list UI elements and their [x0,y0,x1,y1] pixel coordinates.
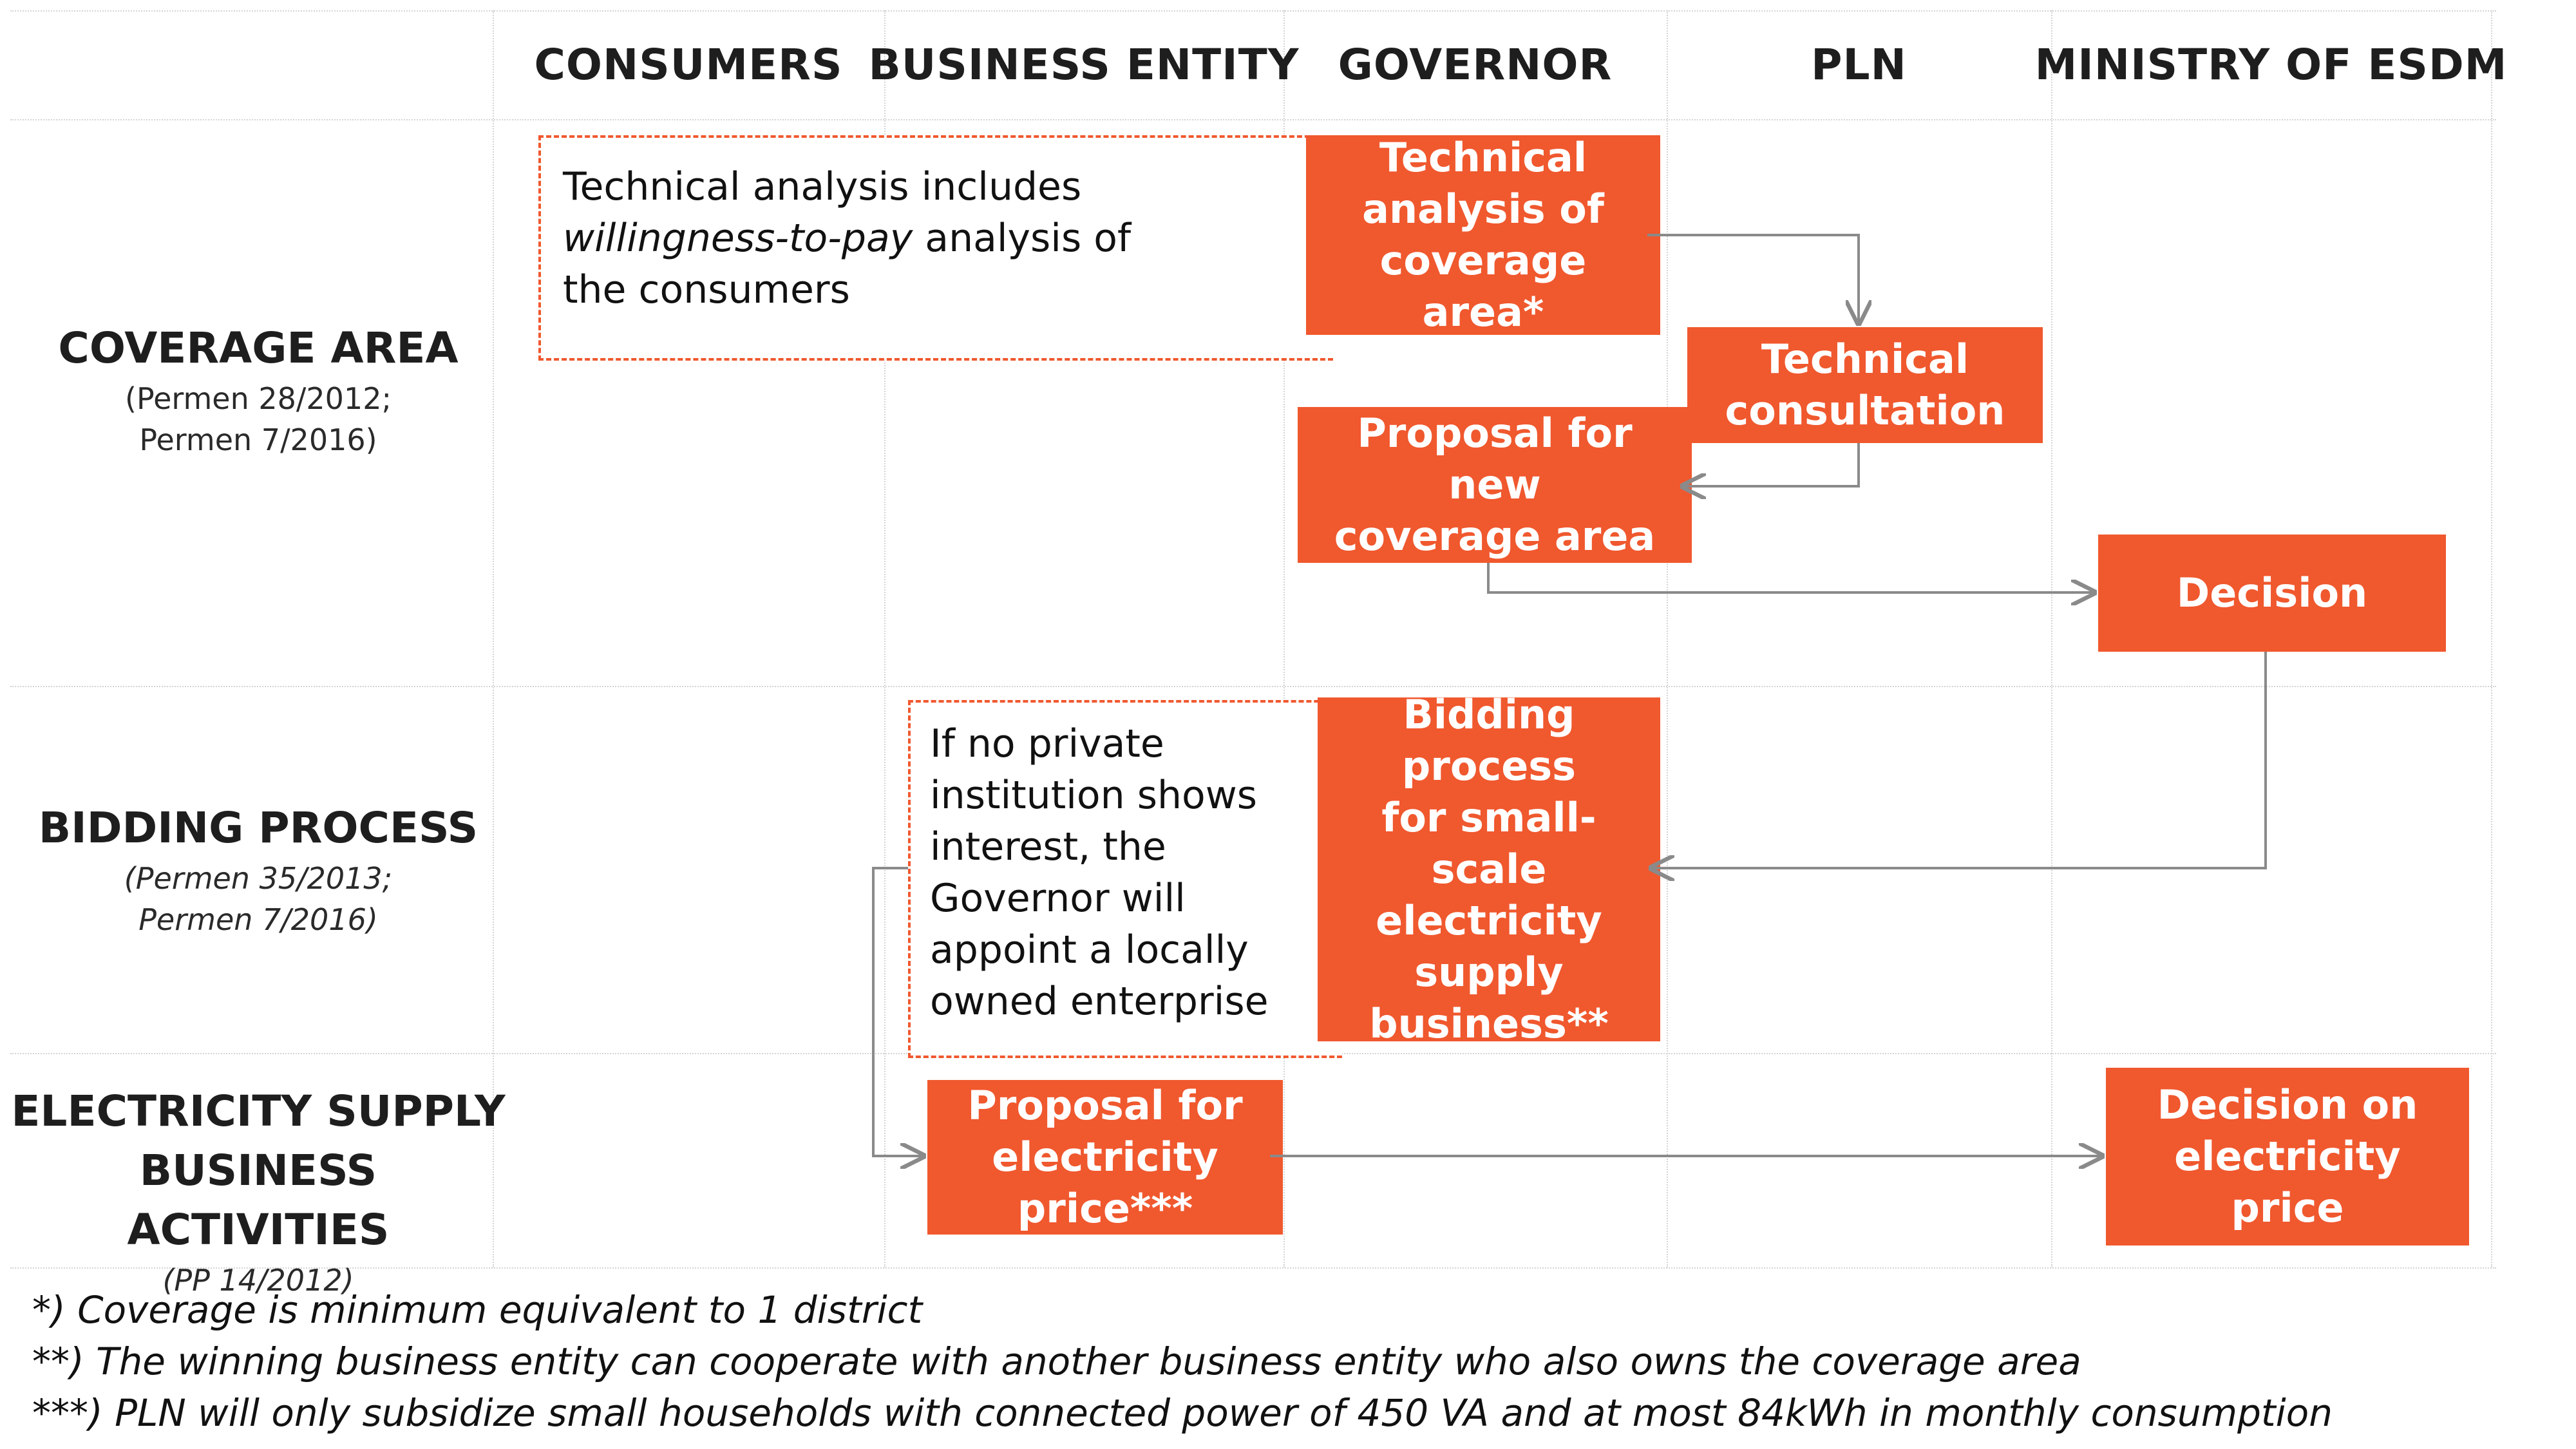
box-technical-consultation: Technical consultation [1687,327,2043,443]
grid-line-top [10,10,2496,12]
footnote-coverage: *) Coverage is minimum equivalent to 1 d… [32,1288,923,1332]
footnote-subsidy: ***) PLN will only subsidize small house… [32,1391,2333,1435]
row-title-text: BUSINESS ACTIVITIES [127,1146,390,1255]
row-title-text: ELECTRICITY SUPPLY [11,1086,506,1136]
box-line: electricity price [2174,1133,2401,1231]
grid-col-1 [493,10,494,1267]
note-line: the consumers [563,267,850,312]
note-text: analysis of [913,216,1132,261]
note-emphasis: willingness-to-pay [563,216,913,261]
grid-col-3 [1283,10,1285,1267]
note-line: Governor will [930,876,1186,921]
box-line: consultation [1725,387,2005,434]
box-line: Technical [1761,336,1969,383]
column-header-consumers: CONSUMERS [534,39,843,90]
note-line: Technical analysis includes [563,164,1082,209]
arrow-note-to-proposal-price [872,867,923,1156]
box-line: Proposal for [967,1082,1243,1129]
box-line: for small-scale [1381,794,1596,893]
box-line: coverage area [1334,513,1656,560]
box-line: coverage area* [1379,237,1587,336]
row-subtitle-line: Permen 7/2016) [139,422,377,457]
row-subtitle-line: (Permen 35/2013; [124,861,393,896]
row-title-text: BIDDING PROCESS [38,803,478,853]
row-subtitle-line: (PP 14/2012) [162,1263,354,1298]
box-line: Decision on [2157,1081,2418,1128]
box-line: electricity [1376,897,1602,944]
arrow-decision-to-bidding [1651,652,2267,868]
grid-line-bottom [10,1267,2496,1269]
grid-col-4 [1667,10,1668,1267]
box-line: supply [1414,949,1564,996]
note-line: interest, the [930,824,1166,869]
note-line: willingness-to-pay analysis of [563,213,1333,264]
grid-col-6 [2491,10,2492,1267]
box-decision: Decision [2098,535,2446,652]
box-line: business** [1369,1000,1609,1047]
arrow-consultation-to-proposal [1683,443,1860,486]
row-title-text: COVERAGE AREA [58,323,459,373]
box-bidding-process: Bidding process for small-scale electric… [1318,691,1660,1047]
note-line: If no private [930,721,1164,766]
arrow-proposal-to-decision [1487,563,2094,592]
column-header-governor: GOVERNOR [1338,39,1613,90]
column-header-business-entity: BUSINESS ENTITY [868,39,1300,90]
column-header-ministry: MINISTRY OF ESDM [2034,39,2508,90]
note-line: appoint a locally [930,927,1249,972]
column-header-pln: PLN [1811,39,1907,90]
box-proposal-electricity-price: Proposal for electricity price*** [927,1080,1283,1235]
row-title-electricity-supply: ELECTRICITY SUPPLY BUSINESS ACTIVITIES (… [10,1082,506,1301]
grid-line-header [10,119,2496,120]
box-proposal-coverage-area: Proposal for new coverage area [1298,407,1692,563]
row-title-coverage-area: COVERAGE AREA (Permen 28/2012; Permen 7/… [10,319,506,460]
box-decision-electricity-price: Decision on electricity price [2106,1068,2469,1245]
grid-col-5 [2051,10,2052,1267]
note-willingness-to-pay: Technical analysis includes willingness-… [538,135,1333,361]
note-no-private-institution: If no private institution shows interest… [908,700,1342,1058]
arrow-analysis-to-consultation [1647,234,1859,323]
box-technical-analysis: Technical analysis of coverage area* [1306,134,1660,336]
box-line: Decision [2176,569,2368,616]
row-title-bidding-process: BIDDING PROCESS (Permen 35/2013; Permen … [10,799,506,940]
box-line: price*** [1017,1185,1193,1232]
box-line: Proposal for new [1357,410,1633,508]
box-line: Technical [1379,134,1587,181]
box-line: analysis of [1362,185,1604,232]
row-subtitle-line: Permen 7/2016) [138,902,378,937]
note-line: institution shows [930,773,1258,818]
grid-line-coverage [10,686,2496,687]
note-line: owned enterprise [930,979,1269,1024]
row-subtitle-line: (Permen 28/2012; [125,381,392,416]
grid-col-2 [884,10,886,1267]
box-line: Bidding process [1401,691,1577,790]
box-line: electricity [992,1133,1218,1180]
footnote-winning-entity: **) The winning business entity can coop… [32,1340,2081,1383]
